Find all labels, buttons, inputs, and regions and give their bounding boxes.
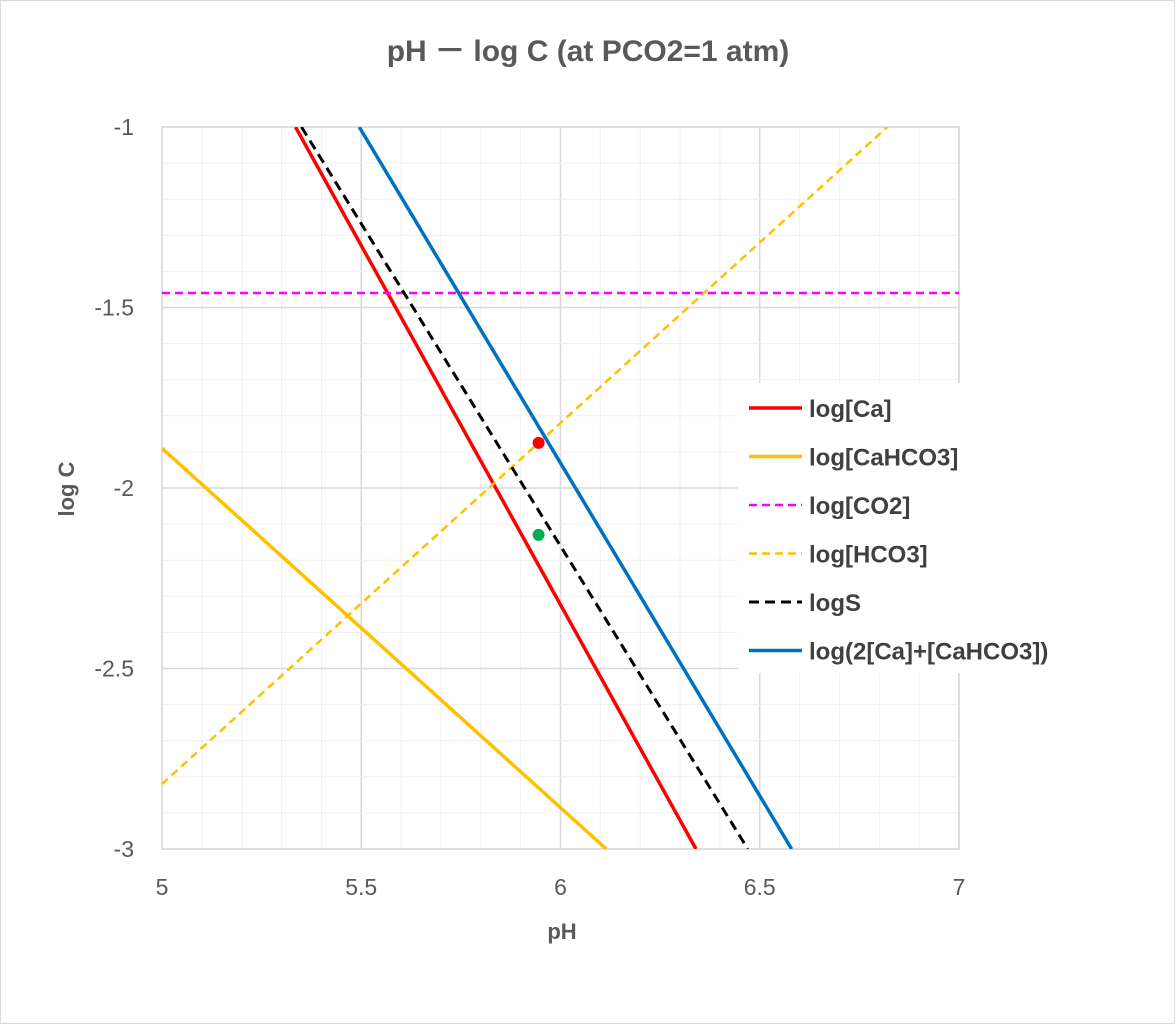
marker-layer: [532, 436, 545, 541]
x-tick-label: 7: [953, 874, 966, 900]
y-tick-label: -1: [114, 114, 134, 140]
x-tick-label: 6.5: [744, 874, 776, 900]
green-point: [532, 528, 545, 541]
series-line-5: [300, 127, 750, 849]
series-line-6: [357, 127, 794, 849]
y-tick-label: -2: [114, 475, 134, 501]
series-line-2: [162, 446, 608, 849]
series-layer: [162, 127, 959, 849]
y-tick-label: -1.5: [94, 295, 134, 321]
legend-label-6: log(2[Ca]+[CaHCO3]): [809, 639, 1048, 666]
legend-label-3: log[CO2]: [809, 493, 910, 520]
x-axis-title: pH: [547, 919, 576, 944]
y-tick-label: -2.5: [94, 656, 134, 682]
series-line-4: [162, 127, 889, 785]
x-tick-label: 5: [156, 874, 169, 900]
x-tick-label: 5.5: [345, 874, 377, 900]
y-axis-title: log C: [54, 461, 79, 516]
y-tick-label: -3: [114, 836, 134, 862]
legend-label-2: log[CaHCO3]: [809, 445, 958, 472]
tick-layer: 5 5.5 6 6.5 7 -1 -1.5 -2 -2.5 -3: [94, 114, 965, 900]
x-tick-label: 6: [554, 874, 567, 900]
series-line-1: [293, 127, 698, 849]
legend: log[Ca] log[CaHCO3] log[CO2] log[HCO3] logS l…: [738, 383, 1068, 673]
legend-background: [738, 383, 1068, 673]
chart-title: pH － log C (at PCO2=1 atm): [387, 35, 790, 68]
legend-label-5: logS: [809, 590, 861, 617]
legend-items: log[Ca] log[CaHCO3] log[CO2] log[HCO3] logS l…: [749, 396, 1048, 666]
legend-label-4: log[HCO3]: [809, 542, 928, 569]
red-point: [532, 436, 545, 449]
legend-label-1: log[Ca]: [809, 396, 892, 423]
plot-area: [162, 127, 959, 849]
